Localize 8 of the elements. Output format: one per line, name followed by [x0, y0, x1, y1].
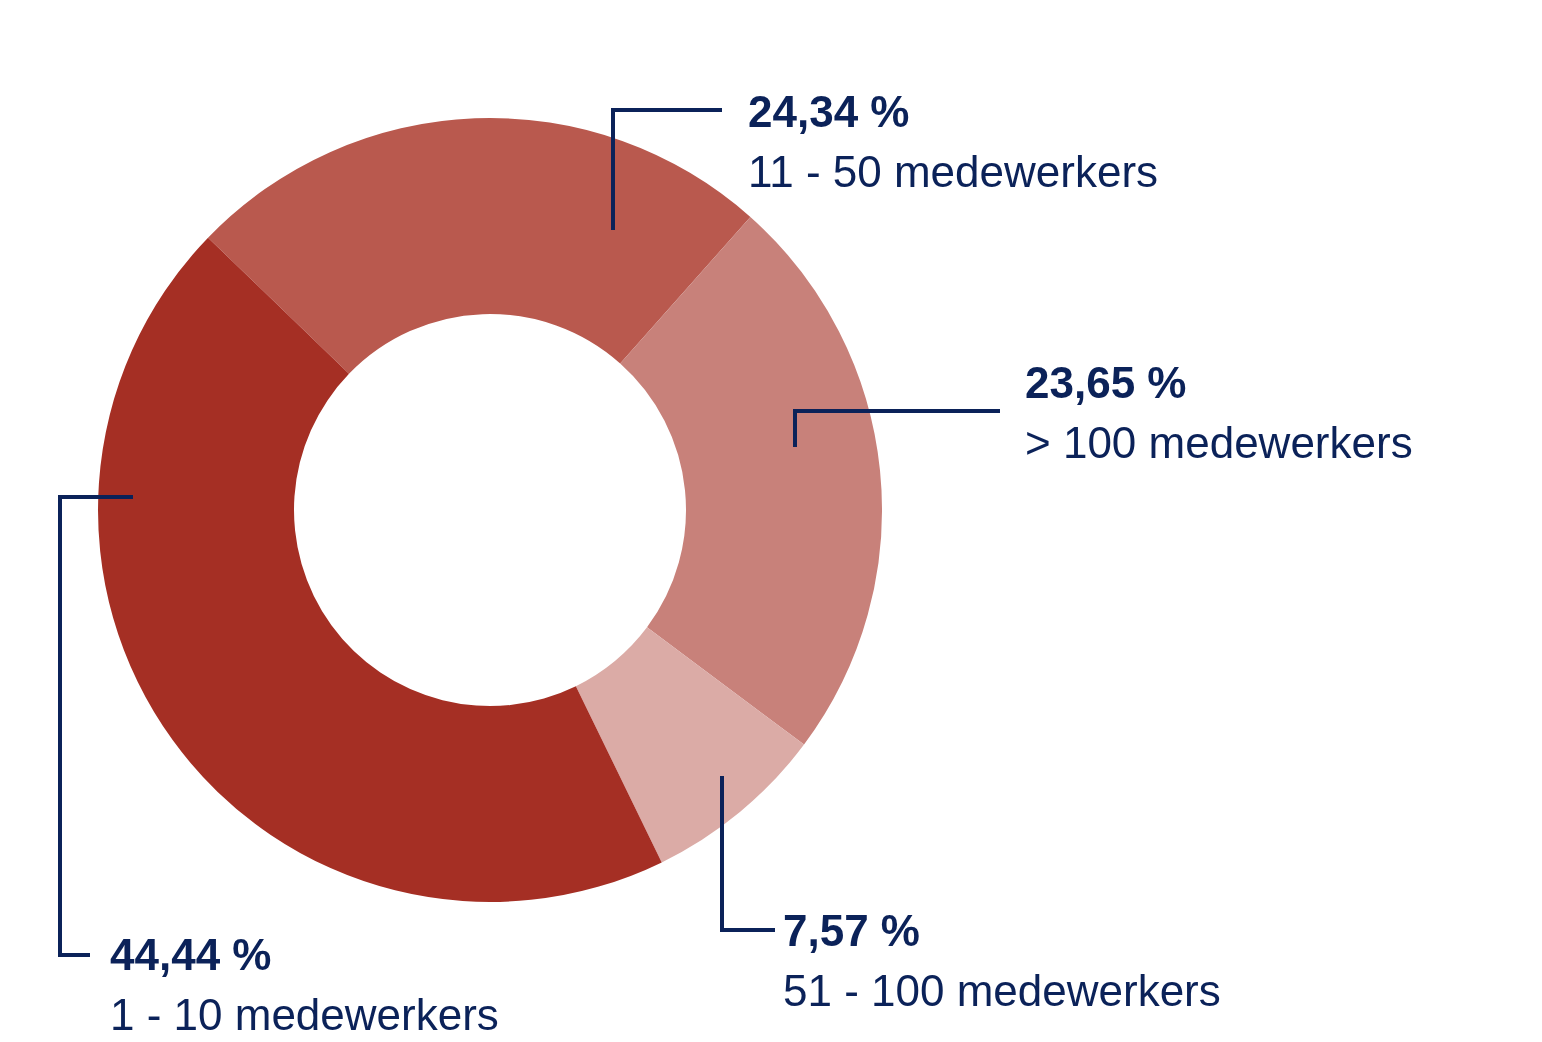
slice-label: > 100 medewerkers — [1025, 418, 1413, 467]
data-label: 7,57 % — [783, 906, 920, 955]
slice-label: 1 - 10 medewerkers — [110, 990, 499, 1039]
slice-label: 11 - 50 medewerkers — [748, 147, 1159, 196]
data-label: 23,65 % — [1025, 358, 1187, 407]
slice-label: 51 - 100 medewerkers — [783, 966, 1221, 1015]
data-label: 44,44 % — [110, 930, 272, 979]
data-label: 24,34 % — [748, 87, 910, 136]
